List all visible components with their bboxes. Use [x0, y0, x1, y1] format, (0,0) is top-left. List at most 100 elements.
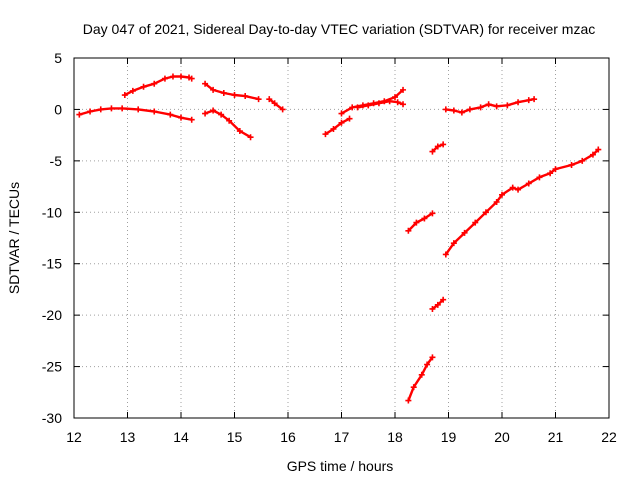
- data-point: [218, 111, 225, 118]
- data-point: [429, 305, 436, 312]
- series-arc-13: [442, 96, 538, 116]
- data-point: [421, 215, 428, 222]
- series-line: [444, 97, 536, 114]
- x-tick-label: 17: [334, 429, 350, 445]
- data-point: [151, 80, 158, 87]
- data-point: [466, 106, 473, 113]
- data-point: [161, 75, 168, 82]
- data-point: [210, 107, 217, 114]
- data-point: [434, 301, 441, 308]
- series-line: [268, 97, 284, 111]
- data-point: [135, 106, 142, 113]
- x-tick-label: 20: [494, 429, 510, 445]
- series-line: [78, 107, 193, 121]
- data-point: [579, 157, 586, 164]
- series-arc-14: [442, 146, 602, 258]
- y-tick-label: -15: [42, 256, 62, 272]
- x-tick-label: 15: [227, 429, 243, 445]
- data-point: [365, 102, 372, 109]
- data-point: [413, 219, 420, 226]
- data-point: [458, 109, 465, 116]
- data-point: [442, 106, 449, 113]
- tick-layer: 12 13 14 15 16 17 18 19 20 21 22 5 0 -5 -10 -15 -20 -25 -3…: [42, 50, 617, 445]
- data-point: [536, 174, 543, 181]
- data-point: [247, 134, 254, 141]
- data-point: [472, 219, 479, 226]
- data-point: [531, 96, 538, 103]
- data-point: [202, 80, 209, 87]
- series-arc-4: [202, 107, 254, 141]
- data-point: [442, 251, 449, 258]
- series-line: [407, 212, 434, 233]
- data-point: [210, 86, 217, 93]
- data-point: [504, 102, 511, 109]
- data-point: [178, 114, 184, 121]
- data-point: [394, 99, 401, 106]
- data-point: [140, 83, 147, 90]
- series-arc-10: [429, 141, 447, 155]
- data-point: [461, 229, 468, 236]
- data-point: [338, 119, 345, 126]
- data-point: [493, 199, 500, 205]
- data-point: [220, 89, 227, 96]
- x-tick-label: 19: [441, 429, 457, 445]
- x-axis-label: GPS time / hours: [287, 458, 394, 474]
- y-axis-label: SDTVAR / TECUs: [6, 182, 22, 294]
- data-point: [405, 397, 412, 404]
- data-point: [429, 354, 436, 361]
- data-point: [119, 105, 126, 112]
- x-tick-label: 18: [387, 429, 403, 445]
- data-point: [236, 128, 243, 135]
- data-point: [418, 371, 425, 378]
- data-point: [349, 104, 356, 111]
- series-arc-11: [405, 354, 436, 404]
- series-line: [444, 148, 600, 256]
- data-point: [440, 296, 447, 303]
- x-tick-label: 16: [280, 429, 296, 445]
- data-point: [568, 161, 575, 168]
- y-tick-label: 0: [54, 101, 62, 117]
- data-point: [515, 186, 522, 193]
- data-point: [434, 143, 441, 150]
- y-tick-label: -25: [42, 359, 62, 375]
- data-point: [231, 92, 238, 99]
- data-point: [266, 96, 273, 103]
- data-point: [375, 100, 382, 107]
- data-point: [338, 110, 345, 117]
- data-point: [493, 103, 500, 110]
- data-point: [354, 104, 361, 111]
- data-point: [271, 100, 278, 107]
- data-point: [129, 87, 136, 94]
- data-point: [392, 94, 398, 101]
- data-point: [87, 108, 94, 115]
- y-tick-label: 5: [54, 50, 62, 66]
- series-arc-12: [429, 296, 447, 312]
- data-point: [485, 101, 492, 108]
- data-point: [400, 101, 407, 108]
- data-point: [151, 108, 158, 115]
- data-point: [202, 110, 209, 117]
- series-line: [203, 109, 252, 139]
- data-point: [330, 125, 337, 132]
- series-arc-3: [202, 80, 262, 103]
- series-line: [324, 117, 351, 136]
- data-point: [477, 104, 484, 111]
- x-tick-label: 22: [601, 429, 617, 445]
- x-tick-label: 13: [120, 429, 136, 445]
- data-point: [188, 116, 195, 123]
- data-point: [440, 141, 447, 148]
- data-point: [279, 106, 286, 113]
- data-point: [547, 170, 554, 177]
- series-arc-5: [266, 96, 286, 113]
- y-tick-label: -5: [50, 153, 63, 169]
- data-point: [405, 227, 412, 234]
- data-point: [322, 131, 329, 138]
- data-point: [552, 166, 559, 173]
- data-point: [188, 75, 195, 82]
- data-point: [226, 117, 233, 124]
- data-point: [482, 209, 489, 216]
- x-tick-label: 12: [66, 429, 82, 445]
- data-point: [525, 97, 532, 104]
- data-point: [450, 240, 457, 247]
